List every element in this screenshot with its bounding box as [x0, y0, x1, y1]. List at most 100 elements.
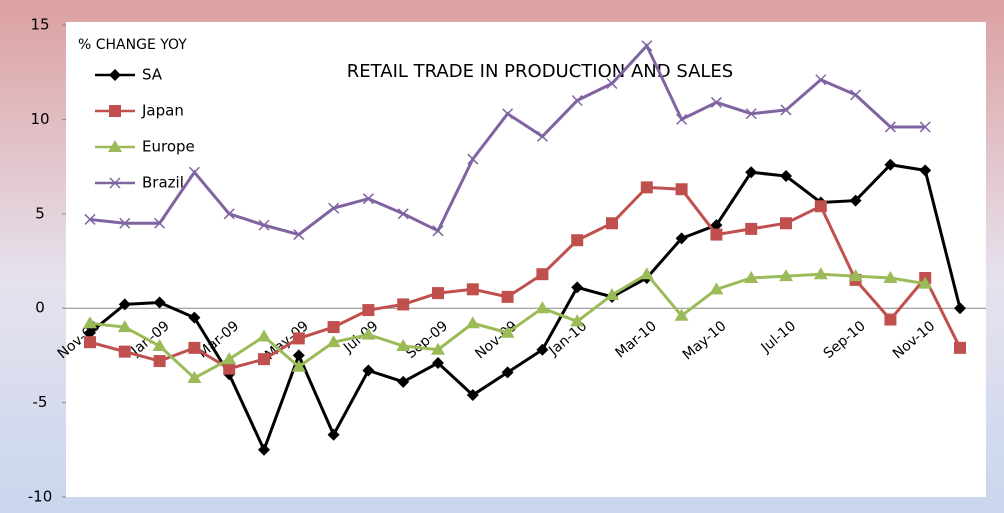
marker	[432, 287, 444, 300]
marker	[223, 362, 236, 375]
marker	[327, 428, 340, 441]
marker	[258, 353, 270, 366]
marker	[152, 338, 167, 351]
marker	[918, 276, 933, 289]
marker	[571, 234, 584, 247]
marker	[884, 158, 897, 171]
marker	[571, 94, 583, 107]
marker	[291, 359, 306, 372]
legend-marker	[109, 69, 121, 81]
marker	[570, 314, 585, 327]
marker	[640, 181, 653, 194]
marker	[815, 74, 827, 86]
marker	[710, 228, 723, 241]
y-tick-label: 15	[30, 16, 49, 34]
marker	[258, 443, 270, 456]
marker	[536, 343, 549, 356]
marker	[850, 89, 862, 101]
marker	[327, 321, 340, 334]
marker	[501, 366, 514, 379]
marker	[780, 170, 792, 183]
marker	[292, 349, 305, 362]
marker	[502, 108, 514, 120]
y-tick-label: -5	[33, 393, 48, 411]
marker	[571, 281, 584, 294]
marker	[328, 202, 340, 214]
marker	[919, 164, 932, 177]
marker	[780, 104, 792, 116]
marker	[292, 332, 305, 345]
marker	[432, 356, 444, 369]
y-tick-label: -10	[28, 488, 53, 506]
series-line	[89, 163, 962, 454]
marker	[883, 270, 898, 283]
marker	[675, 183, 688, 196]
marker	[362, 364, 375, 377]
marker	[117, 320, 132, 333]
marker	[606, 217, 618, 230]
marker	[396, 338, 411, 351]
marker	[675, 232, 688, 245]
marker	[709, 282, 724, 295]
marker	[780, 217, 792, 230]
legend-label: Brazil	[142, 174, 184, 192]
marker	[501, 290, 514, 303]
marker	[362, 304, 375, 317]
marker	[257, 329, 271, 342]
marker	[500, 325, 515, 338]
marker	[188, 341, 201, 354]
marker	[84, 336, 96, 349]
marker	[919, 121, 931, 133]
legend-label: Europe	[142, 138, 195, 156]
marker	[119, 217, 131, 229]
marker	[397, 298, 410, 311]
chart-title: RETAIL TRADE IN PRODUCTION AND SALES	[347, 61, 733, 82]
legend-marker	[109, 105, 121, 117]
marker	[710, 96, 722, 108]
marker	[432, 225, 444, 237]
marker	[153, 355, 166, 368]
marker	[293, 229, 305, 241]
marker	[884, 313, 897, 326]
marker	[154, 217, 166, 229]
marker	[84, 213, 96, 225]
marker	[536, 268, 549, 281]
marker	[84, 326, 96, 339]
marker	[361, 327, 376, 340]
legend-label: Japan	[141, 102, 184, 120]
marker	[674, 308, 689, 321]
marker	[118, 345, 131, 358]
plot-area	[66, 22, 986, 497]
marker	[779, 269, 793, 282]
marker	[222, 352, 237, 365]
marker	[641, 40, 653, 52]
marker	[466, 389, 479, 402]
marker	[467, 153, 479, 165]
marker	[536, 130, 548, 142]
marker	[466, 283, 479, 296]
marker	[188, 311, 201, 324]
marker	[362, 193, 374, 205]
marker	[397, 208, 409, 220]
y-tick-label: 0	[35, 299, 45, 317]
marker	[813, 267, 828, 280]
marker	[606, 77, 618, 90]
marker	[639, 267, 654, 280]
marker	[223, 208, 235, 220]
marker	[153, 296, 166, 309]
marker	[465, 316, 480, 329]
marker	[535, 301, 550, 314]
marker	[188, 166, 200, 178]
marker	[884, 121, 896, 133]
marker	[848, 269, 863, 282]
marker	[744, 270, 759, 283]
marker	[745, 222, 758, 235]
marker	[83, 316, 97, 329]
marker	[605, 287, 619, 300]
marker	[745, 166, 758, 179]
legend-label: SA	[142, 66, 163, 84]
legend-marker	[108, 140, 122, 152]
marker	[397, 375, 410, 388]
marker	[849, 194, 862, 207]
